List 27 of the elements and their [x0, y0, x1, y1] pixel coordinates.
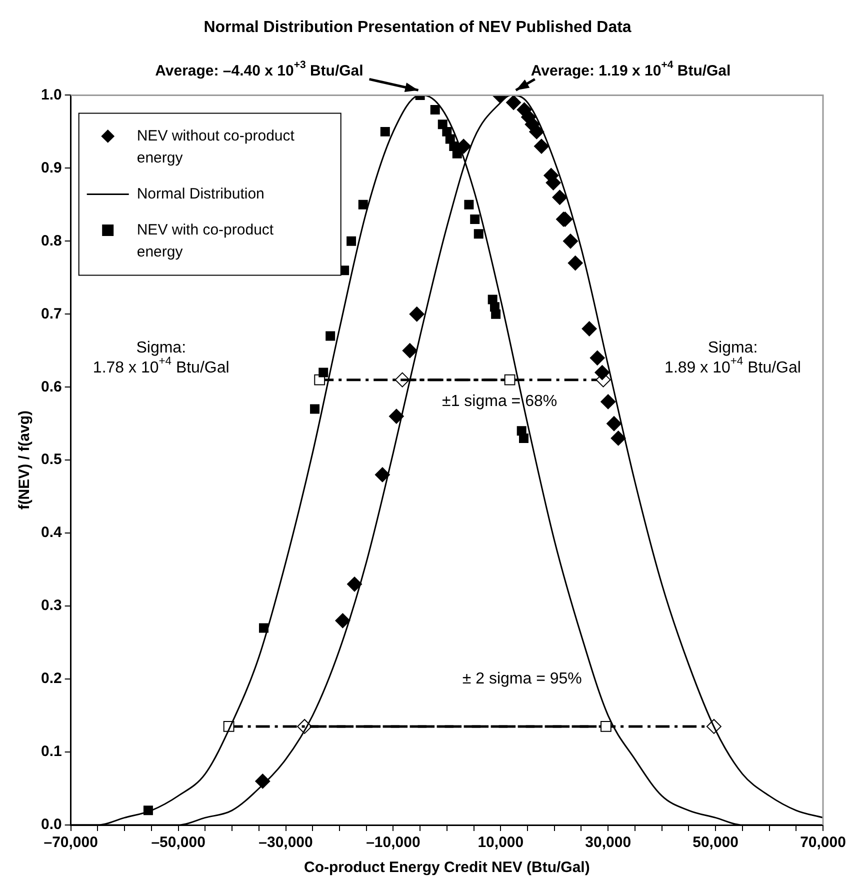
x-tick-label: 10,000	[478, 834, 524, 852]
x-tick-label: –70,000	[44, 834, 98, 852]
y-tick-label: 0.5	[40, 451, 62, 468]
annotation: ± 2 sigma = 95%	[462, 670, 582, 688]
y-tick-label: 1.0	[40, 86, 62, 104]
y-tick-label: 0.3	[40, 597, 62, 614]
y-tick-label: 0.9	[40, 159, 62, 176]
legend-label: NEV with co-product energy	[136, 221, 274, 260]
y-tick-label: 0.4	[40, 524, 62, 542]
x-tick-label: 50,000	[692, 834, 738, 852]
x-tick-label: –30,000	[258, 834, 313, 852]
x-tick-label: 70,000	[800, 834, 846, 852]
legend-label: NEV without co-product energy	[136, 127, 296, 166]
y-tick-label: 0.7	[40, 305, 62, 322]
y-tick-label: 0.1	[40, 743, 62, 760]
legend-label: Normal Distribution	[136, 185, 264, 202]
y-tick-label: 0.2	[40, 670, 62, 688]
y-axis-title: f(NEV) / f(avg)	[16, 410, 34, 510]
annotation: ±1 sigma = 68%	[442, 393, 558, 410]
x-tick-label: –50,000	[151, 834, 206, 852]
y-tick-label: 0.8	[40, 232, 62, 250]
x-tick-label: 30,000	[585, 834, 632, 852]
y-tick-label: 0.6	[40, 378, 62, 396]
x-axis-title: Co-product Energy Credit NEV (Btu/Gal)	[304, 859, 590, 876]
chart-title: Normal Distribution Presentation of NEV Published Data	[204, 19, 632, 36]
y-tick-label: 0.0	[40, 816, 62, 834]
x-tick-label: –10,000	[366, 834, 420, 852]
